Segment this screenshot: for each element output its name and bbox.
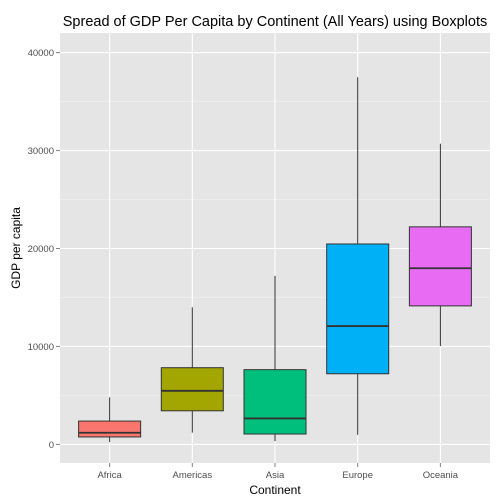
x-axis-title: Continent xyxy=(249,483,301,497)
y-tick-label: 10000 xyxy=(28,342,54,353)
y-tick-label: 0 xyxy=(49,440,54,451)
y-axis-title: GDP per capita xyxy=(9,207,23,289)
x-axis-ticks: Africa Americas Asia Europe Oceania xyxy=(97,463,459,481)
box-oceania xyxy=(408,143,472,347)
x-tick-label: Asia xyxy=(266,470,285,481)
x-tick-label: Americas xyxy=(173,470,213,481)
box-asia xyxy=(243,275,307,442)
iqr-box xyxy=(326,243,390,375)
y-tick-label: 20000 xyxy=(28,244,54,255)
box-americas xyxy=(160,307,224,433)
iqr-box xyxy=(243,369,307,435)
x-tick-label: Africa xyxy=(97,470,122,481)
x-tick-label: Oceania xyxy=(423,470,459,481)
y-tick-label: 30000 xyxy=(28,146,54,157)
iqr-box xyxy=(78,420,142,438)
iqr-box xyxy=(408,226,472,307)
box-europe xyxy=(326,77,390,435)
chart-title: Spread of GDP Per Capita by Continent (A… xyxy=(63,14,488,30)
x-tick-label: Europe xyxy=(342,470,373,481)
y-axis-ticks: 0 10000 20000 30000 40000 xyxy=(28,48,60,451)
y-tick-label: 40000 xyxy=(28,48,54,59)
iqr-box xyxy=(160,367,224,412)
box-africa xyxy=(78,397,142,443)
boxes-layer xyxy=(78,77,472,443)
